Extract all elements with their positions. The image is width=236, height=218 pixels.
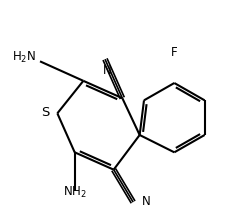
Text: S: S bbox=[41, 106, 50, 119]
Text: H$_2$N: H$_2$N bbox=[12, 49, 36, 65]
Text: N: N bbox=[142, 194, 151, 208]
Text: F: F bbox=[171, 46, 178, 59]
Text: N: N bbox=[103, 63, 112, 77]
Text: NH$_2$: NH$_2$ bbox=[63, 185, 87, 200]
